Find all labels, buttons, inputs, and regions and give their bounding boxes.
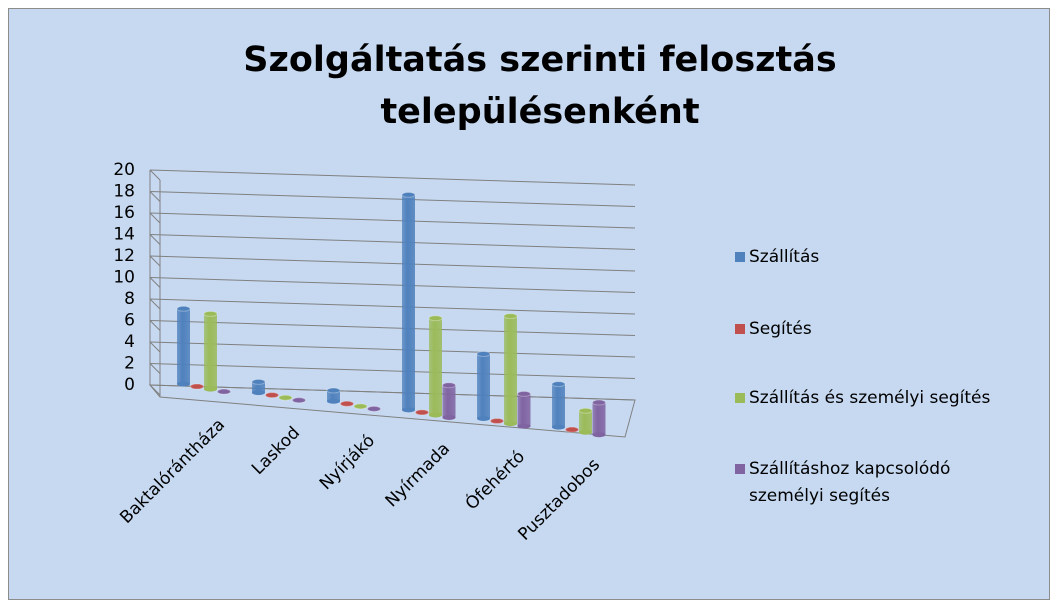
grid-line	[149, 234, 636, 250]
bar	[592, 402, 606, 435]
chart-title: Szolgáltatás szerinti felosztás települé…	[243, 40, 837, 132]
y-tick-label: 0	[124, 375, 135, 395]
grid-line	[149, 169, 636, 186]
bar-cap	[292, 397, 306, 404]
bar-cap	[490, 418, 504, 425]
grid-line-side	[149, 234, 161, 245]
grid-line-side	[149, 277, 161, 288]
bar-cap	[415, 409, 429, 416]
grid-line	[149, 320, 636, 336]
bar	[517, 393, 531, 427]
bar-cap	[353, 403, 368, 410]
y-tick-label: 4	[124, 332, 135, 352]
y-tick-label: 8	[124, 289, 135, 309]
grid-line	[149, 298, 636, 315]
grid-line-side	[149, 169, 161, 181]
bar	[177, 308, 190, 384]
x-tick-label: Nyírjákó	[316, 431, 379, 494]
grid-line-side	[149, 363, 161, 374]
legend-label: Segítés	[749, 319, 812, 339]
bar-cap	[476, 351, 491, 357]
legend-swatch	[735, 252, 745, 262]
y-tick-label: 6	[124, 311, 135, 331]
bar-cap	[517, 390, 531, 397]
bar-cap	[428, 315, 443, 322]
grid-line	[149, 341, 636, 358]
bar-cap	[401, 191, 416, 198]
bar-cap	[565, 426, 579, 433]
y-tick-label: 12	[113, 246, 135, 266]
bar	[579, 410, 592, 433]
x-tick-label: Pusztadobos	[514, 455, 604, 545]
bar-cap	[190, 383, 204, 390]
bar-cap	[326, 387, 341, 394]
legend-swatch	[735, 393, 745, 403]
legend-label: Szállítás és személyi segítés	[749, 388, 991, 408]
x-tick-label: Laskod	[248, 423, 304, 479]
y-tick-label: 14	[113, 225, 135, 245]
grid-line-side	[149, 191, 161, 202]
bar	[402, 194, 415, 410]
bar	[552, 384, 565, 428]
bar-cap	[203, 310, 218, 317]
bar-cap	[551, 381, 566, 388]
y-tick-label: 18	[113, 182, 135, 202]
bar-cap	[265, 392, 279, 399]
grid-line-side	[149, 384, 161, 396]
bar-cap	[278, 394, 293, 401]
grid-line-side	[149, 255, 161, 267]
bar-cap	[340, 400, 354, 407]
x-tick-label: Ófehértó	[460, 446, 529, 515]
grid-line	[149, 277, 636, 293]
grid-line-side	[149, 212, 161, 224]
bar-cap	[442, 382, 456, 389]
y-tick-label: 20	[113, 160, 135, 180]
grid-line-side	[149, 341, 161, 353]
legend-label: Szállításhoz kapcsolódó személyi segítés	[749, 459, 951, 506]
grid-line-side	[149, 298, 161, 310]
bar	[252, 381, 265, 393]
legend-item: Segítés	[735, 316, 1045, 343]
y-tick-label: 2	[124, 354, 135, 374]
bar-cap	[592, 399, 606, 406]
bar-cap	[217, 388, 231, 395]
chart-area	[8, 8, 1050, 600]
legend-swatch	[735, 324, 745, 334]
y-tick-label: 10	[113, 268, 135, 288]
bar	[504, 316, 517, 424]
bar-cap	[578, 407, 593, 414]
bar-cap	[176, 305, 191, 312]
grid-line	[149, 191, 636, 207]
y-tick-label: 16	[113, 203, 135, 223]
bar	[204, 313, 217, 390]
grid-line	[149, 363, 636, 379]
grid-line	[149, 212, 636, 229]
legend-item: Szállításhoz kapcsolódó személyi segítés	[735, 456, 1005, 510]
bar	[327, 390, 340, 402]
x-tick-label: Baktalórántháza	[116, 415, 229, 528]
bar-cap	[367, 405, 381, 412]
legend-item: Szállítás és személyi segítés	[735, 385, 1045, 412]
grid-line	[149, 255, 636, 272]
bar	[477, 354, 490, 419]
legend-item: Szállítás	[735, 244, 1045, 271]
bar	[429, 318, 442, 415]
bar-cap	[251, 378, 266, 385]
x-tick-label: Nyírmada	[382, 439, 454, 511]
bar	[442, 385, 456, 418]
grid-line-side	[149, 320, 161, 331]
legend-swatch	[735, 464, 745, 474]
bar-cap	[503, 313, 518, 320]
legend-label: Szállítás	[749, 247, 820, 267]
